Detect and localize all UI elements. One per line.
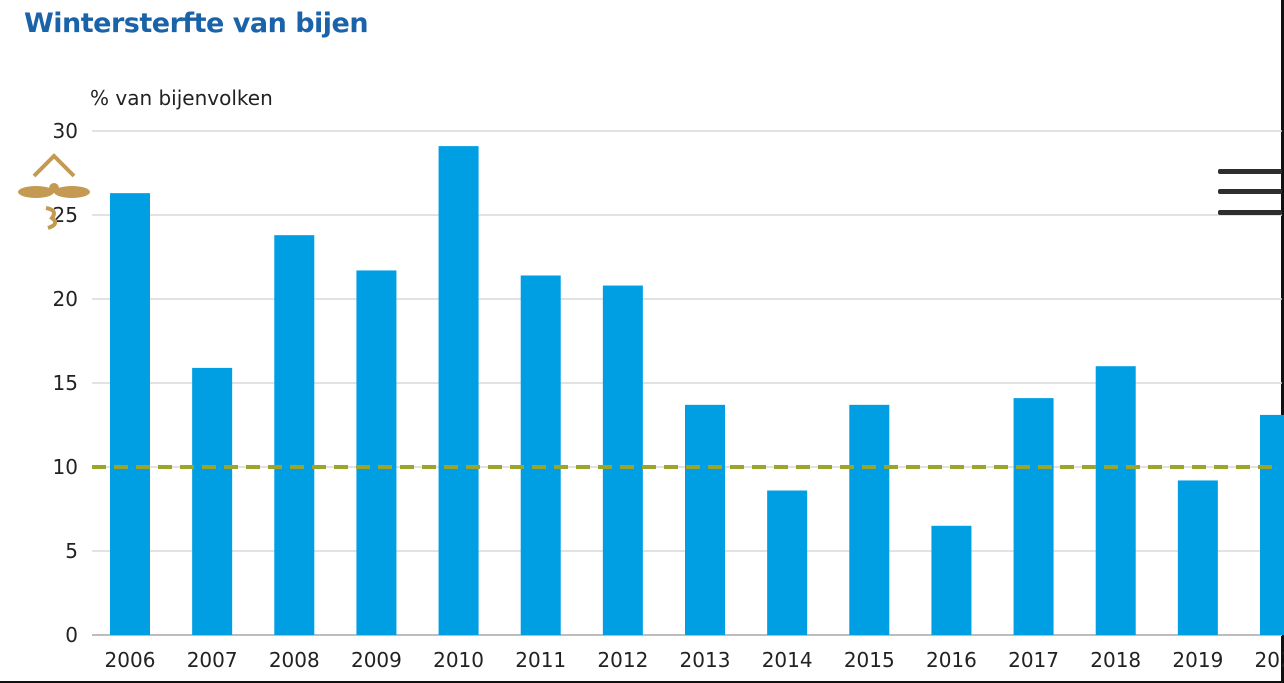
y-tick-label: 5 [65,539,78,563]
x-tick-label: 2007 [187,648,238,672]
bar-2006 [110,193,150,635]
x-tick-label: 2017 [1008,648,1059,672]
x-tick-label: 2011 [515,648,566,672]
x-tick-label: 2008 [269,648,320,672]
x-tick-label: 2006 [105,648,156,672]
bar-2015 [849,404,890,635]
bar-2014 [767,490,808,635]
hamburger-menu-icon[interactable] [1214,166,1284,220]
x-tick-label: 2018 [1090,648,1141,672]
bar-2020 [1260,414,1284,635]
bar-2007 [192,367,233,635]
x-tick-label: 2019 [1172,648,1223,672]
x-tick-label: 2015 [844,648,895,672]
bee-logo-icon [18,153,90,230]
x-tick-label: 2014 [762,648,813,672]
y-tick-label: 10 [53,455,78,479]
bar-2012 [602,285,643,635]
bar-2017 [1013,398,1054,635]
bar-2008 [274,235,315,635]
x-tick-label: 2016 [926,648,977,672]
x-tick-label: 2020 [1255,648,1284,672]
bar-2018 [1095,366,1136,635]
bar-2010 [438,146,479,635]
bar-2016 [931,525,972,635]
x-tick-label: 2013 [680,648,731,672]
x-tick-label: 2012 [597,648,648,672]
bar-2011 [520,275,561,635]
x-tick-label: 2010 [433,648,484,672]
y-tick-label: 0 [65,623,78,647]
chart-title: Wintersterfte van bijen [24,8,369,39]
y-tick-label: 15 [53,371,78,395]
bar-2019 [1177,480,1218,635]
y-tick-label: 20 [53,287,78,311]
bar-2009 [356,270,397,635]
y-tick-label: 30 [53,119,78,143]
bar-2013 [685,404,725,635]
x-tick-label: 2009 [351,648,402,672]
y-axis-label: % van bijenvolken [90,86,273,110]
